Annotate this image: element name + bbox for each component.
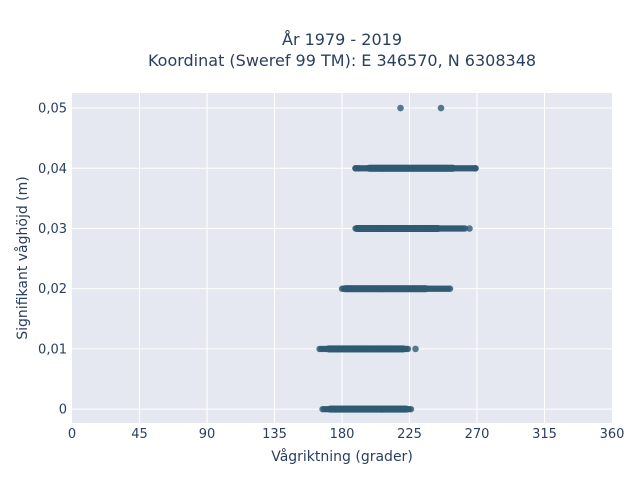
data-point [446, 285, 454, 293]
x-tick-label: 225 [397, 427, 422, 442]
data-point [434, 224, 442, 232]
chart-title-line-2: Koordinat (Sweref 99 TM): E 346570, N 63… [148, 51, 536, 70]
x-axis-ticks: 0 45 90 135 180 225 270 315 360 [68, 427, 625, 442]
data-point [403, 405, 410, 413]
y-tick-label: 0,01 [38, 342, 67, 357]
y-axis-label: Signifikant våghöjd (m) [14, 176, 31, 339]
data-point [412, 345, 419, 353]
x-tick-label: 45 [131, 427, 148, 442]
data-point [400, 345, 407, 353]
data-point [472, 164, 479, 172]
y-tick-label: 0,02 [38, 282, 67, 297]
chart-title-line-1: År 1979 - 2019 [282, 30, 402, 49]
data-point [461, 225, 469, 232]
x-tick-label: 315 [532, 427, 557, 442]
data-point [355, 164, 362, 172]
y-tick-label: 0,04 [38, 162, 67, 177]
y-tick-label: 0 [59, 403, 67, 418]
x-tick-label: 270 [465, 427, 490, 442]
x-tick-label: 135 [262, 427, 287, 442]
x-tick-label: 360 [600, 427, 625, 442]
y-axis-ticks: 0 0,01 0,02 0,03 0,04 0,05 [38, 102, 67, 418]
data-points [316, 104, 479, 413]
data-point [449, 164, 457, 172]
data-point [397, 104, 404, 112]
x-tick-label: 180 [330, 427, 355, 442]
x-tick-label: 90 [199, 427, 216, 442]
x-tick-label: 0 [68, 427, 76, 442]
y-tick-label: 0,05 [38, 102, 67, 117]
x-axis-label: Vågriktning (grader) [271, 448, 413, 465]
data-point [466, 225, 473, 232]
data-point [437, 104, 445, 112]
y-tick-label: 0,03 [38, 222, 67, 237]
data-point [422, 285, 430, 293]
